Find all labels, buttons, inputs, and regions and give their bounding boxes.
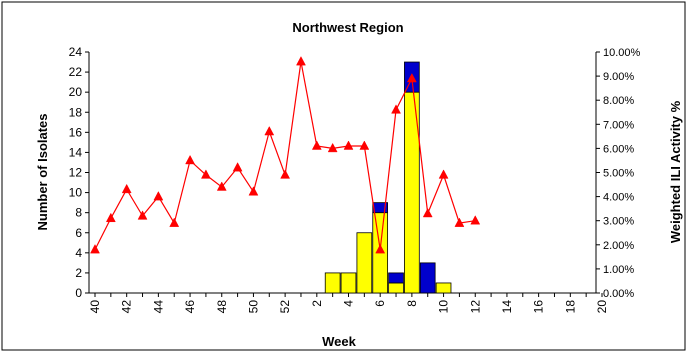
y2-tick-label: 0.00% (603, 288, 634, 300)
x-tick-label: 50 (246, 300, 260, 314)
ili-marker (137, 210, 148, 220)
ili-marker (422, 207, 433, 218)
y2-tick-label: 2.00% (603, 240, 634, 252)
x-tick-label: 16 (532, 300, 546, 314)
ili-marker (438, 169, 449, 179)
ili-marker (454, 217, 465, 227)
y-axis-label: Number of Isolates (35, 113, 50, 230)
ili-marker (153, 191, 164, 201)
bar-segment (324, 272, 341, 294)
x-tick-label: 10 (437, 300, 451, 314)
y-tick-label: 10 (69, 186, 83, 200)
ili-marker (391, 104, 401, 114)
y-tick-label: 22 (69, 65, 83, 79)
ili-marker (248, 186, 259, 196)
y2-tick-label: 4.00% (603, 192, 634, 204)
y-tick-label: 2 (75, 266, 82, 280)
x-tick-label: 46 (183, 300, 197, 314)
bar-segment (435, 282, 452, 294)
y-tick-label: 18 (69, 105, 83, 119)
bar-segment (340, 272, 357, 294)
ili-marker (105, 212, 116, 223)
x-tick-label: 40 (88, 300, 102, 314)
y2-tick-label: 7.00% (603, 119, 634, 131)
x-tick-label: 6 (373, 300, 387, 307)
x-tick-label: 20 (595, 300, 609, 314)
y-tick-label: 8 (75, 206, 82, 220)
x-tick-label: 2 (310, 300, 324, 307)
x-tick-label: 4 (342, 300, 356, 307)
ili-marker (311, 140, 322, 150)
x-tick-label: 48 (215, 300, 229, 314)
x-axis-label: Week (322, 334, 356, 349)
x-tick-label: 52 (278, 300, 292, 314)
chart-border (1, 1, 686, 351)
x-tick-label: 42 (120, 300, 134, 314)
y2-axis-label: Weighted ILI Activity % (668, 100, 683, 243)
y2-tick-label: 3.00% (603, 216, 634, 228)
y-tick-label: 4 (75, 246, 82, 260)
y-tick-label: 12 (69, 166, 83, 180)
y-tick-label: 14 (69, 145, 83, 159)
x-tick-label: 14 (500, 300, 514, 314)
ili-marker (375, 244, 386, 254)
ili-marker (90, 244, 100, 254)
ili-marker (280, 169, 291, 179)
y-tick-label: 20 (69, 85, 83, 99)
bar-segment (388, 282, 404, 294)
plot-area: 0246810121416182022240.00%1.00%2.00%3.00… (69, 45, 641, 313)
y-tick-label: 16 (69, 125, 83, 139)
y-tick-label: 0 (75, 286, 82, 300)
ili-marker (169, 217, 180, 227)
y2-tick-label: 1.00% (603, 264, 634, 276)
y2-tick-label: 5.00% (603, 168, 634, 180)
ili-marker (359, 140, 370, 150)
x-tick-label: 12 (468, 300, 482, 314)
y2-tick-label: 9.00% (603, 71, 634, 83)
y-tick-label: 24 (69, 45, 83, 59)
ili-marker (470, 215, 481, 225)
x-tick-label: 8 (405, 300, 419, 307)
y2-tick-label: 6.00% (603, 143, 634, 155)
ili-marker (232, 162, 243, 172)
x-tick-label: 18 (563, 300, 577, 314)
bar-segment (356, 232, 373, 294)
x-tick-label: 44 (151, 300, 165, 314)
ili-marker (406, 72, 417, 83)
bar-segment (388, 272, 404, 284)
ili-marker (264, 125, 275, 136)
ili-marker (121, 183, 132, 194)
y2-tick-label: 8.00% (603, 95, 634, 107)
ili-marker (216, 181, 227, 191)
ili-marker (343, 140, 354, 150)
chart-title: Northwest Region (292, 20, 403, 35)
bar-segment (419, 262, 436, 294)
bar-segment (372, 202, 389, 214)
ili-marker (296, 56, 306, 66)
ili-marker (327, 142, 338, 153)
y-tick-label: 6 (75, 226, 82, 240)
ili-marker (185, 154, 195, 165)
ili-marker (200, 169, 211, 179)
y2-tick-label: 10.00% (603, 47, 641, 59)
